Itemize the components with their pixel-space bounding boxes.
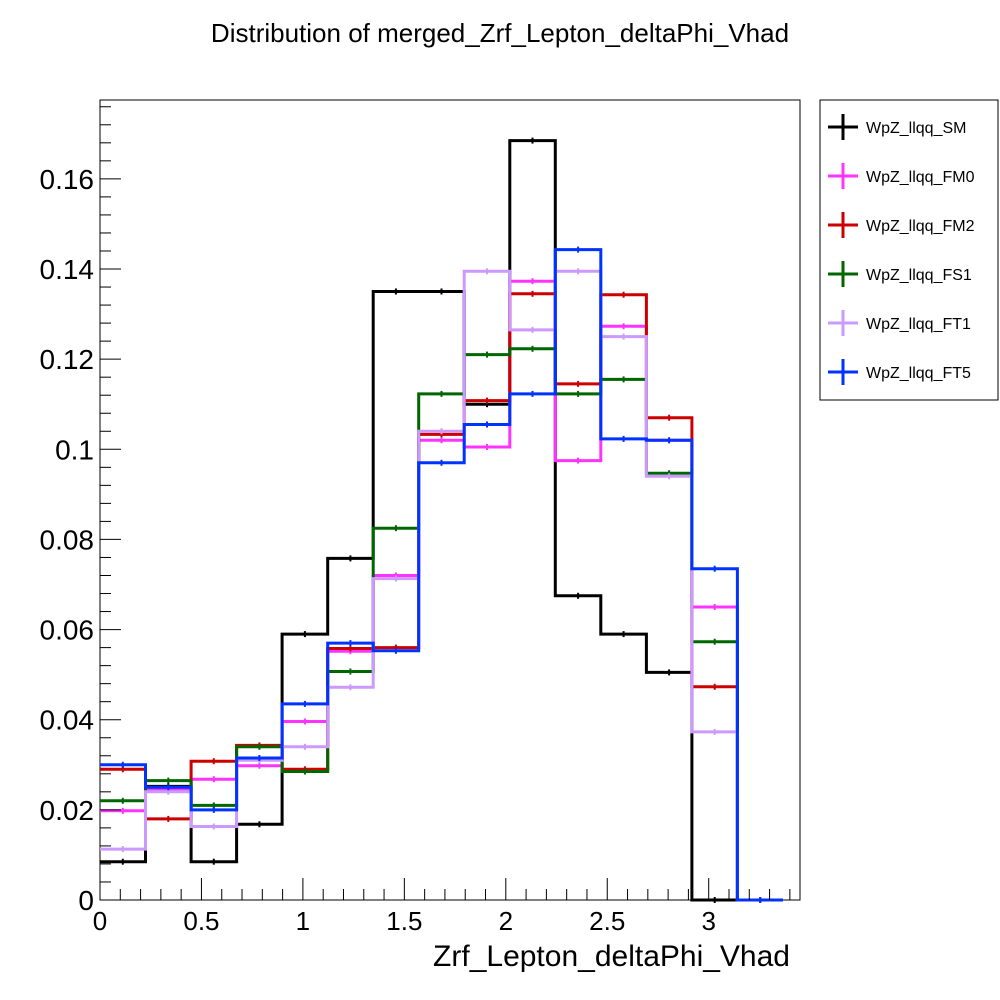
y-tick-label: 0.06: [40, 615, 95, 646]
y-tick-label: 0.1: [55, 434, 94, 465]
legend-item: WpZ_llqq_FM0: [828, 163, 975, 189]
legend-item: WpZ_llqq_FM2: [828, 212, 975, 238]
x-tick-label: 1.5: [386, 906, 422, 936]
legend-item: WpZ_llqq_SM: [828, 114, 966, 140]
legend-entries: WpZ_llqq_SM WpZ_llqq_FM0 WpZ_llqq_FM2 WpZ_l…: [828, 114, 975, 385]
legend-item: WpZ_llqq_FT5: [828, 359, 971, 385]
legend: WpZ_llqq_SM WpZ_llqq_FM0 WpZ_llqq_FM2 WpZ_l…: [819, 99, 999, 401]
x-tick-label: 0.5: [183, 906, 219, 936]
legend-label: WpZ_llqq_SM: [866, 120, 966, 137]
plot-frame: [99, 99, 801, 901]
y-tick-label: 0.14: [40, 254, 95, 285]
x-tick-label: 1: [296, 906, 310, 936]
y-tick-labels: 0 0.02 0.04 0.06 0.08 0.1 0.12 0.14 0.16: [40, 164, 95, 916]
x-tick-label: 3: [701, 906, 715, 936]
legend-label: WpZ_llqq_FT1: [866, 316, 971, 333]
x-axis-label: Zrf_Lepton_deltaPhi_Vhad: [433, 940, 790, 973]
y-tick-label: 0.02: [40, 795, 95, 826]
legend-label: WpZ_llqq_FM2: [866, 218, 975, 235]
x-tick-label: 2: [499, 906, 513, 936]
legend-label: WpZ_llqq_FT5: [866, 365, 971, 382]
legend-item: WpZ_llqq_FT1: [828, 310, 971, 336]
x-tick-label: 0: [93, 906, 107, 936]
y-tick-label: 0.16: [40, 164, 95, 195]
y-tick-label: 0.08: [40, 524, 95, 555]
legend-item: WpZ_llqq_FS1: [828, 261, 972, 287]
series-layer: [100, 137, 783, 903]
y-tick-label: 0: [78, 885, 94, 916]
legend-label: WpZ_llqq_FS1: [866, 267, 972, 284]
y-tick-label: 0.12: [40, 344, 95, 375]
x-tick-labels: 0 0.5 1 1.5 2 2.5 3: [93, 906, 716, 936]
y-tick-label: 0.04: [40, 705, 95, 736]
legend-label: WpZ_llqq_FM0: [866, 169, 975, 186]
axis-ticks: [99, 106, 791, 901]
x-tick-label: 2.5: [589, 906, 625, 936]
series-WpZ_llqq_FT5: [100, 246, 783, 903]
chart-title: Distribution of merged_Zrf_Lepton_deltaP…: [211, 18, 789, 48]
